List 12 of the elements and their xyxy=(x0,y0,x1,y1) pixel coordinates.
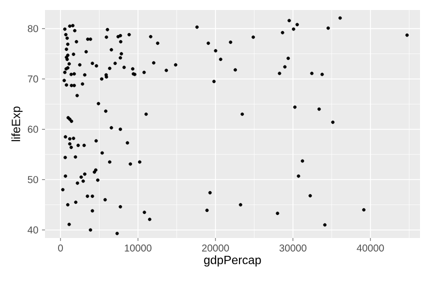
x-tick-label: 0 xyxy=(58,244,63,252)
y-tick-label: 50 xyxy=(28,176,38,184)
x-tick-label: 40000 xyxy=(356,244,384,252)
y-tick-label: 70 xyxy=(28,75,38,82)
y-tick-label: 60 xyxy=(28,126,38,133)
x-axis-title: gdpPercap xyxy=(204,255,261,267)
y-tick-label: 80 xyxy=(28,25,38,32)
x-tick-label: 10000 xyxy=(124,244,152,252)
x-tick-label: 20000 xyxy=(202,244,229,252)
y-axis-title: lifeExp xyxy=(11,106,23,142)
y-tick-label: 40 xyxy=(28,226,38,234)
x-tick-label: 30000 xyxy=(279,244,306,252)
